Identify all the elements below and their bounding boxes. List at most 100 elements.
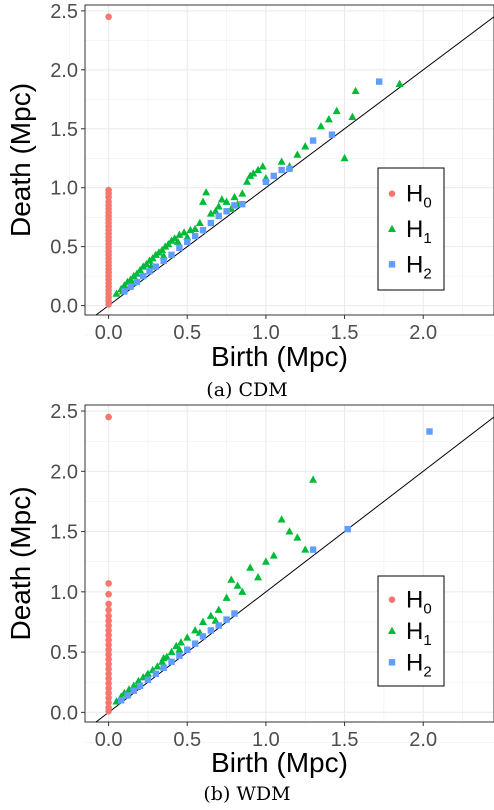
data-point-h0	[105, 301, 112, 308]
chart-panel-cdm: 0.0 0.5 1.0 1.5 2.0 0.0 0.5 1.0 1.5 2.0 2.5 Birth (…	[5, 1, 494, 401]
data-point-h0	[105, 670, 112, 678]
data-point-h0	[105, 600, 112, 608]
data-point-h1	[277, 515, 286, 523]
x-tick-label: 0.0	[95, 729, 123, 751]
y-tick-label: 2.0	[50, 461, 78, 483]
data-point-h1	[153, 662, 162, 670]
legend-box	[377, 167, 445, 291]
data-point-h1	[211, 616, 220, 624]
data-point-h1	[238, 587, 247, 595]
data-point-h1	[198, 197, 207, 205]
data-point-h2	[223, 208, 230, 215]
data-point-h2	[127, 283, 134, 290]
data-point-h1	[395, 79, 404, 87]
y-tick-label: 0.0	[50, 702, 78, 724]
data-point-h0	[105, 13, 112, 21]
data-point-h2	[262, 178, 270, 186]
x-tick-label: 2.0	[409, 729, 437, 751]
data-point-h2	[146, 268, 153, 275]
data-point-h2	[168, 658, 175, 665]
plot-border	[84, 404, 494, 723]
data-point-h2	[117, 697, 125, 704]
data-point-h1	[254, 573, 263, 581]
data-point-h1	[301, 142, 310, 150]
data-point-h2	[207, 219, 215, 227]
legend-key-circle	[388, 190, 396, 197]
data-point-h2	[133, 278, 141, 286]
data-point-h1	[238, 189, 247, 197]
x-axis-title: Birth (Mpc)	[211, 747, 348, 778]
legend-label: H2	[406, 251, 432, 282]
data-point-h1	[211, 206, 220, 215]
data-point-h2	[160, 664, 167, 671]
data-point-h2	[191, 232, 199, 240]
data-point-h1	[214, 202, 223, 210]
data-point-h2	[286, 165, 293, 173]
data-point-h2	[309, 546, 317, 553]
data-point-h1	[293, 533, 302, 541]
data-point-h1	[243, 177, 252, 185]
data-point-h1	[191, 224, 200, 232]
data-point-h0	[105, 684, 112, 692]
data-point-h0	[105, 694, 112, 702]
data-point-h1	[348, 112, 357, 120]
diagonal-line	[95, 16, 494, 316]
data-point-h1	[170, 234, 179, 242]
data-point-h0	[105, 641, 112, 649]
data-point-h2	[426, 428, 433, 435]
data-point-h0	[105, 707, 112, 715]
legend-key-circle	[388, 596, 396, 603]
data-point-h1	[175, 645, 184, 653]
data-point-h1	[258, 162, 267, 170]
data-point-h1	[159, 653, 168, 662]
data-point-h1	[285, 527, 294, 535]
data-point-h1	[301, 545, 310, 553]
y-tick-label: 0.0	[50, 296, 78, 318]
legend-key-square	[388, 659, 396, 666]
data-point-h2	[270, 172, 277, 180]
data-point-h2	[344, 525, 351, 533]
data-point-h1	[167, 647, 176, 656]
data-point-h1	[332, 106, 341, 115]
plot-border	[84, 4, 494, 316]
data-point-h0	[105, 660, 112, 668]
data-point-h2	[160, 257, 167, 264]
y-tick-label: 2.0	[50, 60, 78, 82]
data-point-h2	[199, 633, 207, 640]
data-point-h2	[184, 238, 191, 246]
legend-label: H0	[406, 587, 432, 618]
y-axis-title: Death (Mpc)	[5, 83, 36, 237]
data-point-h1	[222, 197, 231, 205]
data-point-h2	[215, 622, 222, 629]
data-point-h1	[206, 209, 215, 217]
data-point-h2	[136, 682, 144, 690]
legend-label: H1	[406, 618, 432, 649]
data-point-h2	[278, 166, 285, 174]
data-point-h2	[215, 212, 222, 220]
data-point-h2	[184, 646, 191, 653]
figure-caption: (b) WDM	[203, 783, 290, 805]
data-point-h0	[105, 606, 112, 614]
legend-label: H1	[406, 216, 432, 247]
x-tick-label: 1.5	[331, 729, 359, 751]
legend-key-triangle	[388, 626, 396, 634]
y-axis-title: Death (Mpc)	[5, 486, 36, 640]
data-point-h0	[105, 590, 112, 598]
data-point-h1	[195, 218, 204, 227]
y-tick-label: 2.5	[50, 401, 78, 423]
legend: H0 H1 H2	[377, 167, 445, 291]
data-point-h1	[217, 195, 226, 203]
legend-box	[377, 575, 445, 687]
data-point-h0	[105, 622, 112, 629]
data-point-h1	[249, 169, 258, 177]
y-tick-label: 1.0	[50, 582, 78, 604]
data-point-h2	[121, 288, 128, 295]
data-point-h1	[254, 165, 263, 174]
data-point-h2	[176, 244, 183, 252]
diagonal-line	[95, 416, 494, 723]
y-tick-label: 0.5	[50, 237, 78, 259]
data-point-h0	[105, 656, 112, 663]
data-point-h1	[340, 153, 349, 162]
data-point-h1	[261, 557, 270, 565]
